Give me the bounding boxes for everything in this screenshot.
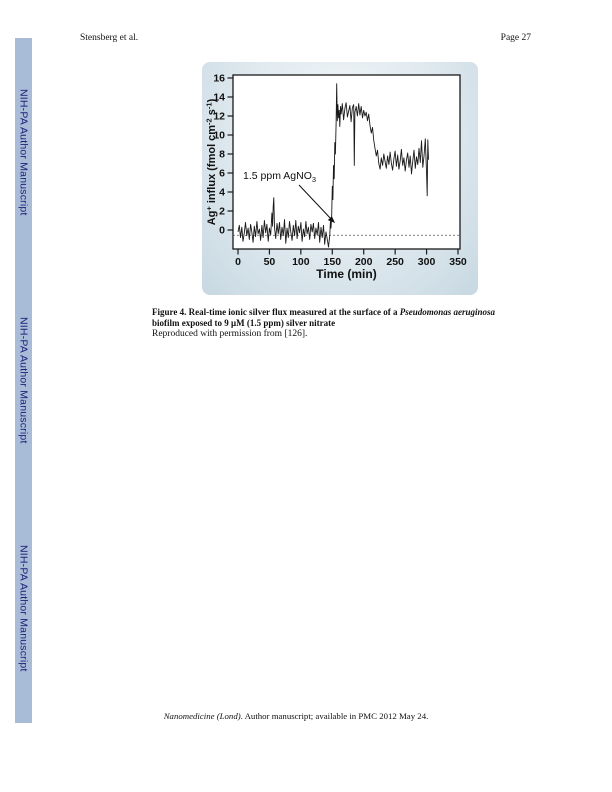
figure-panel: 0 2 4 6 8 10 12 14 16 0 50 100 150 200 250 300 350 1.5 pp… <box>202 62 478 295</box>
y-axis-label: Ag+​ influx (fmol cm-2​ s-1​) <box>205 98 219 225</box>
nihpa-watermark-label: NIH-PA Author Manuscript <box>17 544 30 672</box>
figure-chart: 0 2 4 6 8 10 12 14 16 0 50 100 150 200 250 300 350 1.5 pp… <box>205 73 467 281</box>
x-tick-label: 350 <box>449 256 467 268</box>
caption-species-name: Pseudomonas aeruginosa <box>399 307 495 317</box>
x-tick-label: 200 <box>355 256 373 268</box>
y-tick-label: 8 <box>219 149 225 161</box>
annotation-arrow <box>298 184 333 221</box>
y-tick-label: 2 <box>219 206 225 218</box>
x-tick-label: 100 <box>292 256 310 268</box>
nihpa-watermark-label: NIH-PA Author Manuscript <box>17 316 30 444</box>
x-tick-label: 150 <box>324 256 342 268</box>
y-tick-label: 6 <box>219 168 225 180</box>
y-tick-label: 10 <box>213 130 225 142</box>
x-tick-label: 300 <box>418 256 436 268</box>
figure-caption: Figure 4. Real-time ionic silver flux me… <box>152 307 512 339</box>
header-page-number: Page 27 <box>500 33 531 43</box>
y-tick-label: 0 <box>219 225 225 237</box>
caption-line-1: Figure 4. Real-time ionic silver flux me… <box>152 307 512 318</box>
nihpa-watermark-1: NIH-PA Author Manuscript <box>15 38 32 266</box>
x-tick-label: 50 <box>264 256 276 268</box>
footer-citation-rest: . Author manuscript; available in PMC 20… <box>240 711 429 721</box>
footer-journal-name: Nanomedicine (Lond) <box>163 711 241 721</box>
y-tick-label: 14 <box>213 92 225 104</box>
annotation-agno3: 1.5 ppm AgNO3 <box>243 170 316 184</box>
y-tick-label: 16 <box>213 73 225 85</box>
y-tick-label: 4 <box>219 187 225 199</box>
nihpa-watermark-3: NIH-PA Author Manuscript <box>15 494 32 722</box>
caption-title-text: Figure 4. Real-time ionic silver flux me… <box>152 307 400 317</box>
nihpa-sidebar-bar: NIH-PA Author Manuscript NIH-PA Author M… <box>15 38 32 723</box>
flux-trace <box>237 83 429 248</box>
caption-line-2: biofilm exposed to 9 μM (1.5 ppm) silver… <box>152 317 336 328</box>
footer-citation: Nanomedicine (Lond). Author manuscript; … <box>6 711 586 721</box>
annotation-arrowhead <box>327 216 335 223</box>
nihpa-watermark-2: NIH-PA Author Manuscript <box>15 266 32 494</box>
caption-permission-note: Reproduced with permission from [126]. <box>152 328 308 339</box>
header-author: Stensberg et al. <box>80 33 139 43</box>
x-axis-label: Time (min) <box>316 267 376 281</box>
x-tick-label: 0 <box>235 256 241 268</box>
nihpa-watermark-label: NIH-PA Author Manuscript <box>17 88 30 216</box>
x-tick-label: 250 <box>386 256 404 268</box>
y-tick-label: 12 <box>213 111 225 123</box>
